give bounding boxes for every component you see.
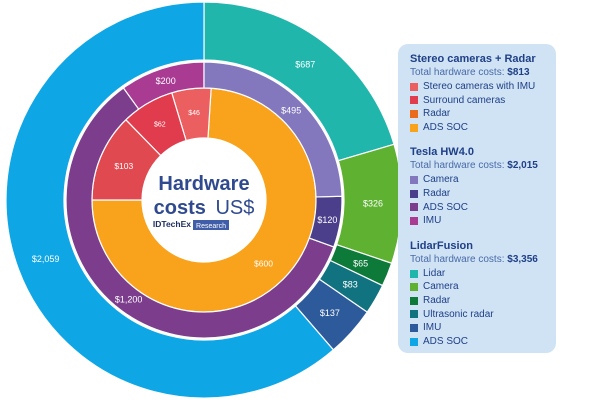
legend-item: Radar bbox=[410, 294, 546, 308]
legend-swatch bbox=[410, 323, 418, 332]
segment-value-label: $200 bbox=[156, 76, 176, 86]
legend-total-label: Total hardware costs: bbox=[410, 253, 505, 265]
legend-item: Surround cameras bbox=[410, 94, 546, 108]
legend-item-label: ADS SOC bbox=[423, 335, 469, 347]
legend-item: IMU bbox=[410, 321, 546, 335]
legend-swatch bbox=[410, 216, 418, 225]
legend-item-label: Camera bbox=[423, 174, 459, 186]
legend-group-total: Total hardware costs: $813 bbox=[410, 66, 546, 80]
segment-value-label: $65 bbox=[353, 259, 368, 269]
donut-rings bbox=[5, 1, 403, 399]
legend-total-label: Total hardware costs: bbox=[410, 67, 505, 78]
legend-item: Lidar bbox=[410, 267, 546, 281]
legend-item: Camera bbox=[410, 280, 546, 294]
legend-item: ADS SOC bbox=[410, 201, 546, 215]
legend-total-value: $3,356 bbox=[507, 253, 538, 265]
segment-labels: $600 $46 $62 $103 $200 $1,200 $120 $495 $687 $326… bbox=[32, 60, 383, 318]
legend-swatch bbox=[410, 96, 418, 105]
donut-segment bbox=[203, 61, 343, 198]
legend-group-title: LidarFusion bbox=[410, 239, 473, 252]
center-subtitle-costs: costs bbox=[154, 197, 206, 219]
segment-value-label: $2,059 bbox=[32, 254, 60, 264]
legend-item-label: IMU bbox=[423, 215, 442, 227]
legend-group: LidarFusion Total hardware costs: $3,356 L… bbox=[410, 239, 546, 349]
segment-value-label: $137 bbox=[320, 308, 340, 318]
segment-value-label: $600 bbox=[254, 259, 273, 269]
center-title-hardware: Hardware bbox=[158, 173, 249, 195]
legend-item: ADS SOC bbox=[410, 121, 546, 135]
center-subtitle-unit: US$ bbox=[215, 197, 254, 219]
legend-item-label: Surround cameras bbox=[423, 94, 506, 106]
legend-swatch bbox=[410, 109, 418, 118]
legend-item-label: ADS SOC bbox=[423, 121, 469, 133]
legend-item: ADS SOC bbox=[410, 335, 546, 349]
donut-segment bbox=[5, 1, 335, 399]
legend-total-value: $813 bbox=[507, 67, 530, 78]
legend-item: Radar bbox=[410, 187, 546, 201]
legend-item-label: Radar bbox=[423, 294, 451, 306]
segment-value-label: $62 bbox=[154, 122, 166, 129]
legend-item-label: Radar bbox=[423, 108, 451, 120]
segment-value-label: $120 bbox=[317, 215, 337, 225]
legend-swatch bbox=[410, 176, 418, 185]
legend-swatch bbox=[410, 310, 418, 319]
segment-value-label: $495 bbox=[281, 105, 301, 115]
legend-swatch bbox=[410, 283, 418, 292]
donut-segment bbox=[308, 195, 343, 248]
legend-swatch bbox=[410, 189, 418, 198]
legend-swatch bbox=[410, 123, 418, 132]
legend-item-label: ADS SOC bbox=[423, 201, 469, 213]
segment-value-label: $83 bbox=[343, 280, 358, 290]
legend-item: Camera bbox=[410, 173, 546, 187]
donut-segment bbox=[65, 87, 335, 339]
legend-group: Stereo cameras + Radar Total hardware cos… bbox=[410, 52, 546, 134]
legend-panel: Stereo cameras + Radar Total hardware cos… bbox=[398, 44, 556, 353]
legend-swatch bbox=[410, 203, 418, 212]
segment-value-label: $687 bbox=[295, 60, 315, 70]
brand-idtechex: IDTechEx bbox=[153, 219, 191, 229]
legend-item: Ultrasonic radar bbox=[410, 308, 546, 322]
segment-value-label: $46 bbox=[188, 110, 200, 117]
center-subtitle: costs US$ bbox=[154, 197, 255, 219]
legend-item-label: Ultrasonic radar bbox=[423, 308, 494, 320]
segment-value-label: $103 bbox=[114, 161, 133, 171]
legend-item: IMU bbox=[410, 214, 546, 228]
legend-item-label: Radar bbox=[423, 187, 451, 199]
legend-swatch bbox=[410, 269, 418, 278]
legend-item-label: Stereo cameras with IMU bbox=[423, 81, 536, 92]
center-title: Hardware costs US$ IDTechEx Research bbox=[153, 173, 254, 230]
legend-group-total: Total hardware costs: $2,015 bbox=[410, 159, 546, 173]
legend-swatch bbox=[410, 296, 418, 305]
legend-item: Stereo cameras with IMU bbox=[410, 80, 546, 94]
brand-research-badge bbox=[193, 220, 229, 230]
segment-value-label: $1,200 bbox=[115, 295, 143, 305]
legend-group-title: Stereo cameras + Radar bbox=[410, 53, 536, 65]
legend-swatch bbox=[410, 337, 418, 346]
legend-item-label: Camera bbox=[423, 281, 459, 293]
legend-item: Radar bbox=[410, 107, 546, 121]
brand-research-text: Research bbox=[196, 223, 226, 230]
segment-value-label: $326 bbox=[363, 198, 383, 208]
legend-group-total: Total hardware costs: $3,356 bbox=[410, 253, 546, 267]
legend-total-label: Total hardware costs: bbox=[410, 160, 505, 172]
legend-group: Tesla HW4.0 Total hardware costs: $2,015 C… bbox=[410, 145, 546, 227]
legend-group-title: Tesla HW4.0 bbox=[410, 146, 474, 159]
legend-item-label: Lidar bbox=[423, 267, 446, 279]
legend-item-label: IMU bbox=[423, 322, 442, 334]
legend-total-value: $2,015 bbox=[507, 160, 538, 172]
legend-swatch bbox=[410, 82, 418, 91]
